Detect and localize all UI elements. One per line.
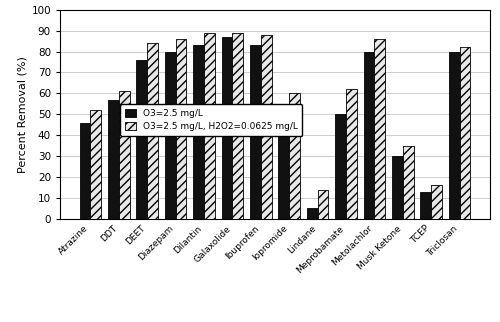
Bar — [232, 33, 243, 219]
Bar — [335, 114, 346, 219]
Bar — [364, 52, 374, 219]
Bar — [108, 100, 119, 219]
Bar — [449, 52, 460, 219]
Y-axis label: Percent Removal (%): Percent Removal (%) — [17, 56, 27, 173]
Bar — [119, 91, 130, 219]
Bar — [136, 60, 147, 219]
Bar — [204, 33, 215, 219]
Bar — [193, 45, 204, 219]
Bar — [289, 93, 300, 219]
Bar — [431, 185, 442, 219]
Bar — [176, 39, 186, 219]
Bar — [165, 52, 175, 219]
Bar — [392, 156, 403, 219]
Bar — [90, 110, 101, 219]
Bar — [346, 89, 357, 219]
Bar — [318, 190, 328, 219]
Bar — [460, 47, 470, 219]
Bar — [278, 121, 289, 219]
Bar — [222, 37, 232, 219]
Bar — [403, 146, 413, 219]
Bar — [147, 43, 158, 219]
Bar — [261, 35, 272, 219]
Legend: O3=2.5 mg/L, O3=2.5 mg/L, H2O2=0.0625 mg/L: O3=2.5 mg/L, O3=2.5 mg/L, H2O2=0.0625 mg… — [120, 104, 302, 136]
Bar — [374, 39, 385, 219]
Bar — [250, 45, 261, 219]
Bar — [420, 192, 432, 219]
Bar — [307, 209, 318, 219]
Bar — [80, 123, 90, 219]
